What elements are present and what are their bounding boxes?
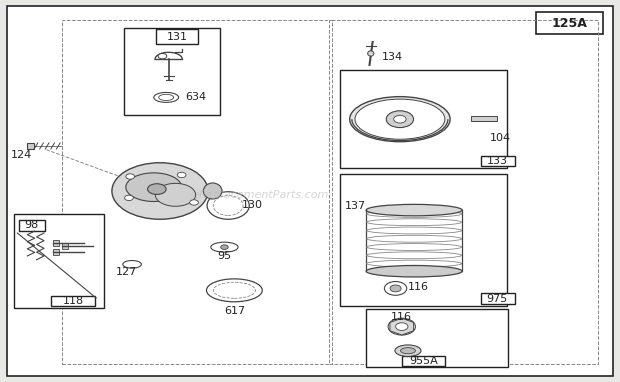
Ellipse shape <box>350 97 450 142</box>
Text: 131: 131 <box>167 32 188 42</box>
Ellipse shape <box>155 183 196 206</box>
Ellipse shape <box>395 345 421 356</box>
Text: 118: 118 <box>63 296 84 306</box>
Circle shape <box>221 245 228 249</box>
Ellipse shape <box>207 192 249 219</box>
Bar <box>340 174 507 306</box>
Text: 617: 617 <box>224 306 245 316</box>
Bar <box>340 70 507 168</box>
Bar <box>480 293 515 304</box>
Ellipse shape <box>112 163 208 219</box>
Bar <box>124 28 220 115</box>
Polygon shape <box>390 318 414 335</box>
Ellipse shape <box>203 183 222 199</box>
Bar <box>51 296 95 306</box>
Bar <box>402 356 445 366</box>
Ellipse shape <box>126 173 182 202</box>
Circle shape <box>190 200 198 205</box>
Text: 116: 116 <box>408 282 429 292</box>
Text: 98: 98 <box>25 220 38 230</box>
Bar <box>14 214 104 308</box>
Text: eReplacementParts.com: eReplacementParts.com <box>192 190 329 200</box>
Ellipse shape <box>401 348 415 354</box>
Circle shape <box>126 174 135 179</box>
Circle shape <box>158 53 167 59</box>
Ellipse shape <box>213 196 243 215</box>
Text: 127: 127 <box>116 267 137 277</box>
Bar <box>62 20 332 364</box>
Text: 124: 124 <box>11 150 32 160</box>
Bar <box>366 309 508 367</box>
Ellipse shape <box>366 265 463 277</box>
Bar <box>19 220 45 231</box>
Bar <box>62 243 68 249</box>
Circle shape <box>388 318 415 335</box>
Ellipse shape <box>368 51 374 56</box>
Ellipse shape <box>366 204 463 216</box>
Circle shape <box>386 111 414 128</box>
Bar <box>536 12 603 34</box>
Circle shape <box>394 115 406 123</box>
Text: 95: 95 <box>218 251 231 261</box>
Ellipse shape <box>213 282 255 298</box>
Ellipse shape <box>211 242 238 252</box>
Text: 133: 133 <box>487 156 508 166</box>
Circle shape <box>125 195 133 201</box>
Ellipse shape <box>355 99 445 139</box>
Circle shape <box>390 285 401 292</box>
Bar <box>480 156 515 166</box>
Text: 634: 634 <box>185 92 206 102</box>
Text: 137: 137 <box>345 201 366 210</box>
Text: 130: 130 <box>242 200 263 210</box>
Ellipse shape <box>206 279 262 302</box>
Bar <box>27 143 34 149</box>
Text: 955A: 955A <box>409 356 438 366</box>
Text: 116: 116 <box>391 312 412 322</box>
Ellipse shape <box>123 261 141 268</box>
Bar <box>53 240 59 246</box>
Circle shape <box>396 323 408 330</box>
Text: 125A: 125A <box>552 17 588 30</box>
Bar <box>471 116 497 121</box>
Bar <box>156 29 198 44</box>
Circle shape <box>177 172 186 178</box>
Circle shape <box>384 282 407 295</box>
Ellipse shape <box>148 184 166 194</box>
Text: 104: 104 <box>490 133 511 143</box>
Bar <box>53 249 59 255</box>
Text: 134: 134 <box>382 52 403 62</box>
Text: 975: 975 <box>487 294 508 304</box>
Bar <box>329 20 598 364</box>
